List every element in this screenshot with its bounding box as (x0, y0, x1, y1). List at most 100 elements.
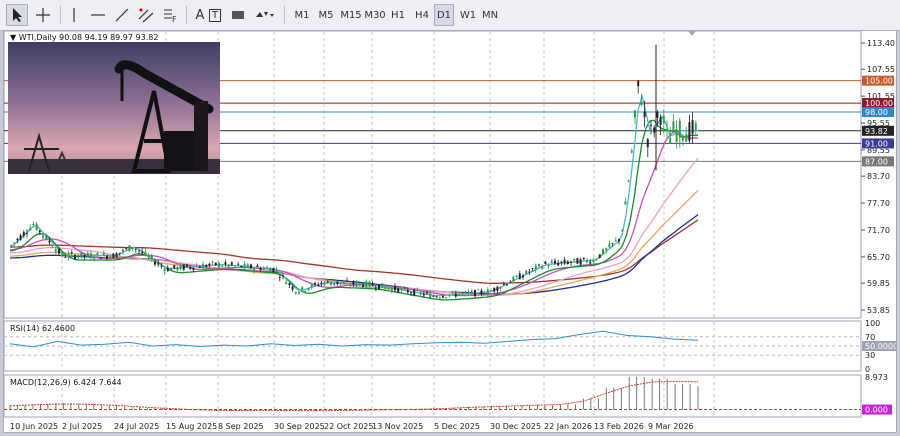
rsi-line (9, 330, 699, 348)
channel-tool[interactable] (136, 4, 156, 26)
horizontal-line-tool[interactable] (88, 4, 108, 26)
date-label: 24 Jul 2025 (114, 422, 159, 431)
candle-body (502, 284, 505, 285)
timeframe-h1[interactable]: H1 (391, 9, 405, 21)
candle-body (288, 283, 291, 285)
candle-body (35, 223, 38, 230)
candle-body (592, 259, 595, 262)
macd-tick-label: 0.000 (865, 406, 888, 415)
timeframe-m30[interactable]: M30 (364, 9, 386, 21)
level-tag-label: 105.00 (865, 77, 893, 86)
candle-body (51, 247, 54, 248)
fibonacci-icon: F (164, 9, 177, 23)
timeframe-m15[interactable]: M15 (340, 9, 362, 21)
candle-body (336, 281, 339, 285)
candle-body (541, 266, 544, 269)
candle-body (61, 253, 64, 256)
vertical-line-tool[interactable] (66, 4, 82, 26)
candle-body (54, 249, 57, 252)
date-label: 9 Mar 2026 (648, 422, 694, 431)
candle-body (349, 284, 352, 286)
candle-body (38, 230, 41, 233)
macd-label: MACD(12,26,9) 6.424 7.644 (10, 378, 122, 387)
candle-body (301, 286, 304, 290)
timeframe-h4[interactable]: H4 (415, 9, 429, 21)
level-tag-label: 100.00 (865, 99, 893, 108)
candle-body (454, 293, 457, 297)
timeframe-mn[interactable]: MN (481, 9, 499, 21)
date-label: 5 Dec 2025 (434, 422, 480, 431)
candle-body (499, 287, 502, 289)
timeframe-m5[interactable]: M5 (318, 9, 334, 21)
candle-body (464, 291, 467, 293)
ma-line-long (9, 219, 699, 284)
candle-body (282, 275, 284, 277)
chart-canvas[interactable]: 113.40 107.55 101.55 95.55 89.55 83.70 77.70 71… (3, 30, 898, 432)
candle-body (451, 291, 454, 293)
timeframe-w1[interactable]: W1 (459, 9, 477, 21)
text-label-tool[interactable]: T (206, 4, 224, 26)
candle-body (240, 265, 243, 268)
shapes-dropdown[interactable] (252, 4, 278, 26)
candle-body (278, 276, 281, 278)
price-tick-label: 65.70 (867, 253, 890, 262)
candle-body (214, 262, 217, 266)
rectangle-tool[interactable] (228, 4, 248, 26)
candle-body (560, 261, 563, 263)
candle-body (333, 283, 336, 285)
candle-body (662, 115, 665, 124)
candle-body (512, 276, 515, 282)
candle-body (317, 284, 320, 286)
candle-body (115, 253, 118, 258)
shift-marker[interactable] (688, 31, 696, 36)
candle-body (518, 273, 521, 280)
candle-body (438, 297, 441, 299)
candle-body (147, 255, 150, 258)
price-tick-label: 53.85 (867, 306, 890, 315)
cursor-tool[interactable] (6, 4, 28, 26)
candle-body (416, 289, 419, 291)
candle-body (342, 282, 345, 284)
candle-body (64, 257, 67, 258)
candle-body (96, 252, 99, 255)
timeframe-d1[interactable]: D1 (434, 4, 454, 26)
candle-body (419, 292, 422, 295)
candle-body (525, 270, 528, 274)
candle-body (563, 259, 566, 264)
crosshair-tool[interactable] (32, 4, 54, 26)
candle-body (506, 284, 508, 286)
candle-body (237, 263, 240, 265)
candle-body (198, 266, 201, 268)
level-tag (862, 75, 894, 86)
candle-body (576, 258, 579, 264)
candle-body (298, 292, 300, 294)
candle-body (426, 292, 428, 294)
candle-body (83, 254, 86, 256)
candle-body (330, 283, 332, 286)
candle-body (378, 284, 380, 290)
fibonacci-tool[interactable]: F (160, 4, 180, 26)
candle-body (99, 257, 102, 259)
candle-body (403, 287, 406, 289)
candle-body (374, 287, 377, 289)
rsi-tick-label: 30 (865, 351, 875, 360)
candle-body (202, 264, 204, 269)
candle-body (589, 261, 592, 264)
timeframe-m1[interactable]: M1 (294, 9, 310, 21)
candle-body (176, 266, 179, 271)
candle-body (640, 102, 643, 105)
text-tool[interactable]: A (190, 4, 210, 26)
candle-body (74, 255, 76, 259)
trendline-tool[interactable] (112, 4, 132, 26)
candle-body (19, 235, 22, 240)
candle-body (269, 268, 272, 273)
candle-body (608, 243, 611, 248)
chart-window[interactable]: 113.40 107.55 101.55 95.55 89.55 83.70 77.70 71… (3, 30, 898, 433)
level-tag-label: 91.00 (865, 139, 888, 148)
candle-body (653, 127, 656, 133)
candle-body (275, 270, 278, 272)
candle-body (634, 110, 636, 118)
candle-body (131, 248, 134, 249)
candle-body (259, 268, 262, 271)
candle-body (531, 268, 534, 269)
